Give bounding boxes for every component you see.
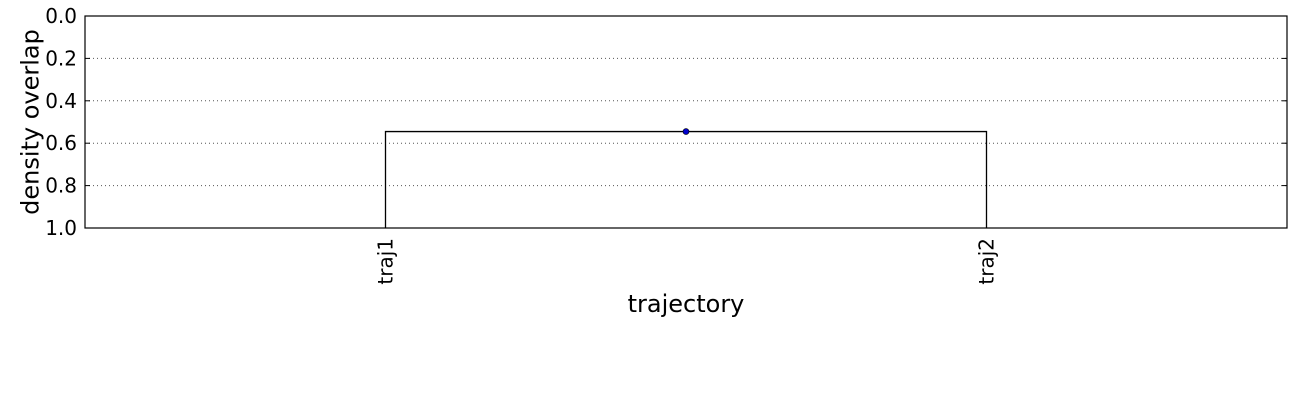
plot-frame [84,15,1288,229]
x-tick-label-traj2: traj2 [975,238,999,285]
y-tick-label: 0.6 [45,131,77,155]
y-tick-label: 0.8 [45,174,77,198]
y-axis-label: density overlap [16,29,44,215]
x-axis-ticks: traj1 traj2 [374,223,999,285]
y-tick-label: 0.4 [45,89,77,113]
y-tick-label: 1.0 [45,216,77,240]
dendrogram-links [384,130,988,228]
dendrogram-link [384,130,988,228]
y-tick-label: 0.0 [45,4,77,28]
y-tick-label: 0.2 [45,46,77,70]
y-axis-ticks: 0.0 0.2 0.4 0.6 0.8 1.0 [45,4,1287,240]
grid-lines [85,57,1287,187]
x-tick-label-traj1: traj1 [374,238,398,285]
x-axis-label: trajectory [628,290,745,318]
merge-marker [682,128,690,135]
merge-markers [682,128,690,135]
